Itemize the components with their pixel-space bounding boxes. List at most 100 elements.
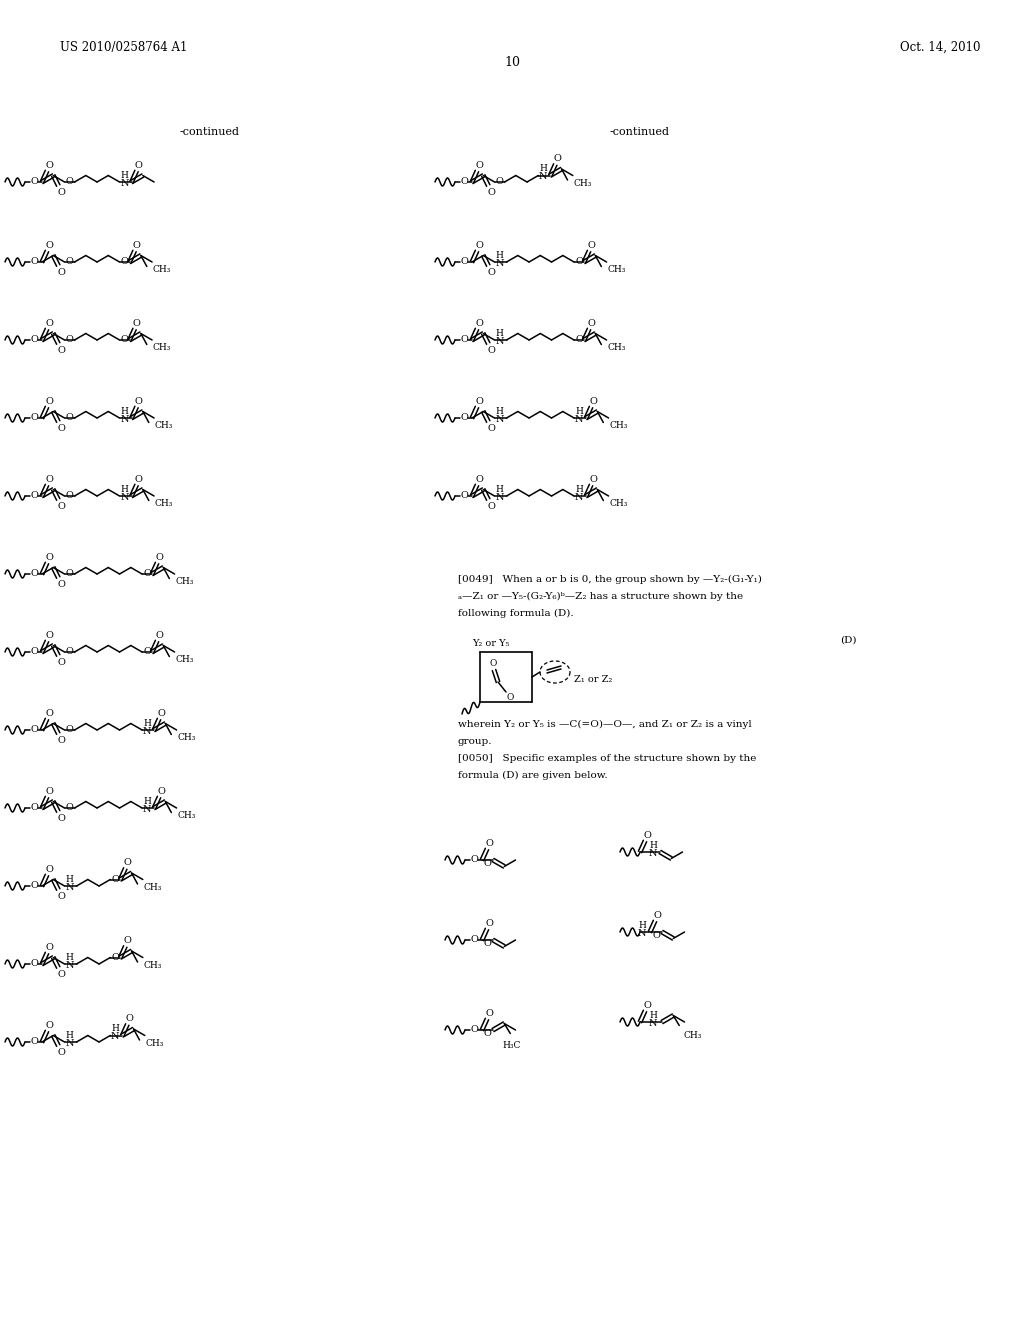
Text: O: O — [30, 1038, 38, 1047]
Text: H: H — [496, 484, 504, 494]
Text: N: N — [120, 414, 129, 424]
Text: O: O — [123, 936, 131, 945]
Text: O: O — [66, 413, 74, 422]
Text: N: N — [539, 172, 548, 181]
Text: CH₃: CH₃ — [609, 499, 628, 508]
Text: O: O — [66, 491, 74, 500]
Text: O: O — [57, 187, 66, 197]
Text: O: O — [155, 631, 163, 639]
Text: O: O — [553, 154, 561, 162]
Text: O: O — [589, 474, 597, 483]
Text: CH₃: CH₃ — [153, 265, 171, 275]
Text: CH₃: CH₃ — [683, 1031, 701, 1040]
Text: H: H — [66, 874, 74, 883]
Text: CH₃: CH₃ — [153, 343, 171, 352]
Text: H: H — [496, 329, 504, 338]
Text: O: O — [57, 1048, 66, 1057]
Text: O: O — [121, 335, 128, 345]
Text: wherein Y₂ or Y₅ is —C(=O)—O—, and Z₁ or Z₂ is a vinyl: wherein Y₂ or Y₅ is —C(=O)—O—, and Z₁ or… — [458, 719, 752, 729]
Text: N: N — [111, 1032, 120, 1041]
Text: H: H — [575, 484, 583, 494]
Text: O: O — [66, 569, 74, 578]
Text: CH₃: CH₃ — [155, 421, 173, 430]
Text: O: O — [475, 474, 483, 483]
Text: O: O — [57, 814, 66, 822]
Text: O: O — [134, 161, 142, 169]
Text: O: O — [475, 240, 483, 249]
Text: O: O — [460, 335, 468, 345]
Text: O: O — [643, 830, 651, 840]
Text: H: H — [649, 1011, 657, 1019]
Text: O: O — [487, 502, 496, 511]
Text: O: O — [30, 569, 38, 578]
Text: O: O — [123, 858, 131, 867]
Text: O: O — [460, 491, 468, 500]
Text: O: O — [57, 502, 66, 511]
Text: H: H — [66, 1031, 74, 1040]
Text: O: O — [57, 268, 66, 277]
Text: CH₃: CH₃ — [607, 265, 626, 275]
Text: N: N — [66, 961, 74, 969]
Text: H: H — [575, 407, 583, 416]
Text: H: H — [121, 484, 128, 494]
Text: O: O — [66, 335, 74, 345]
Text: O: O — [485, 1008, 493, 1018]
Text: O: O — [460, 413, 468, 422]
Text: O: O — [470, 936, 478, 945]
Text: O: O — [143, 648, 151, 656]
Text: O: O — [30, 726, 38, 734]
Text: N: N — [574, 414, 584, 424]
Text: O: O — [133, 240, 140, 249]
Text: O: O — [66, 726, 74, 734]
Text: O: O — [30, 960, 38, 969]
Text: O: O — [487, 346, 496, 355]
Text: 10: 10 — [504, 57, 520, 70]
Text: O: O — [57, 346, 66, 355]
Text: O: O — [652, 932, 659, 940]
Text: CH₃: CH₃ — [607, 343, 626, 352]
Text: O: O — [45, 474, 53, 483]
Text: O: O — [485, 838, 493, 847]
Text: CH₃: CH₃ — [145, 1039, 164, 1048]
Text: O: O — [653, 911, 660, 920]
Text: H: H — [66, 953, 74, 961]
Text: O: O — [125, 1014, 133, 1023]
Text: O: O — [587, 318, 595, 327]
Text: O: O — [496, 177, 504, 186]
Text: O: O — [487, 424, 496, 433]
Text: ₐ—Z₁ or —Y₅-(G₂-Y₆)ᵇ—Z₂ has a structure shown by the: ₐ—Z₁ or —Y₅-(G₂-Y₆)ᵇ—Z₂ has a structure … — [458, 591, 743, 601]
Text: H: H — [143, 796, 151, 805]
Text: O: O — [155, 553, 163, 561]
Text: O: O — [66, 177, 74, 186]
Text: CH₃: CH₃ — [175, 655, 194, 664]
Text: [0049]   When a or b is 0, the group shown by —Y₂-(G₁-Y₁): [0049] When a or b is 0, the group shown… — [458, 576, 762, 585]
Text: O: O — [460, 177, 468, 186]
Text: O: O — [487, 268, 496, 277]
Text: O: O — [57, 579, 66, 589]
Text: N: N — [66, 1039, 74, 1048]
Text: O: O — [643, 1001, 651, 1010]
Text: H: H — [638, 920, 646, 929]
Text: O: O — [575, 257, 583, 267]
Text: O: O — [483, 1030, 490, 1039]
Text: O: O — [112, 875, 119, 884]
Text: -continued: -continued — [180, 127, 240, 137]
Text: N: N — [496, 259, 504, 268]
Text: H₃C: H₃C — [502, 1041, 520, 1049]
Text: N: N — [649, 850, 657, 858]
Text: CH₃: CH₃ — [177, 810, 196, 820]
Text: O: O — [134, 474, 142, 483]
Text: O: O — [66, 257, 74, 267]
Text: CH₃: CH₃ — [143, 961, 162, 969]
Text: H: H — [121, 170, 128, 180]
Text: H: H — [496, 407, 504, 416]
Text: O: O — [30, 257, 38, 267]
Text: CH₃: CH₃ — [573, 178, 592, 187]
Text: O: O — [157, 709, 165, 718]
Text: [0050]   Specific examples of the structure shown by the: [0050] Specific examples of the structur… — [458, 754, 757, 763]
Text: O: O — [57, 970, 66, 979]
Text: O: O — [45, 709, 53, 718]
Text: O: O — [30, 882, 38, 891]
Text: H: H — [540, 164, 547, 173]
Text: O: O — [489, 660, 497, 668]
